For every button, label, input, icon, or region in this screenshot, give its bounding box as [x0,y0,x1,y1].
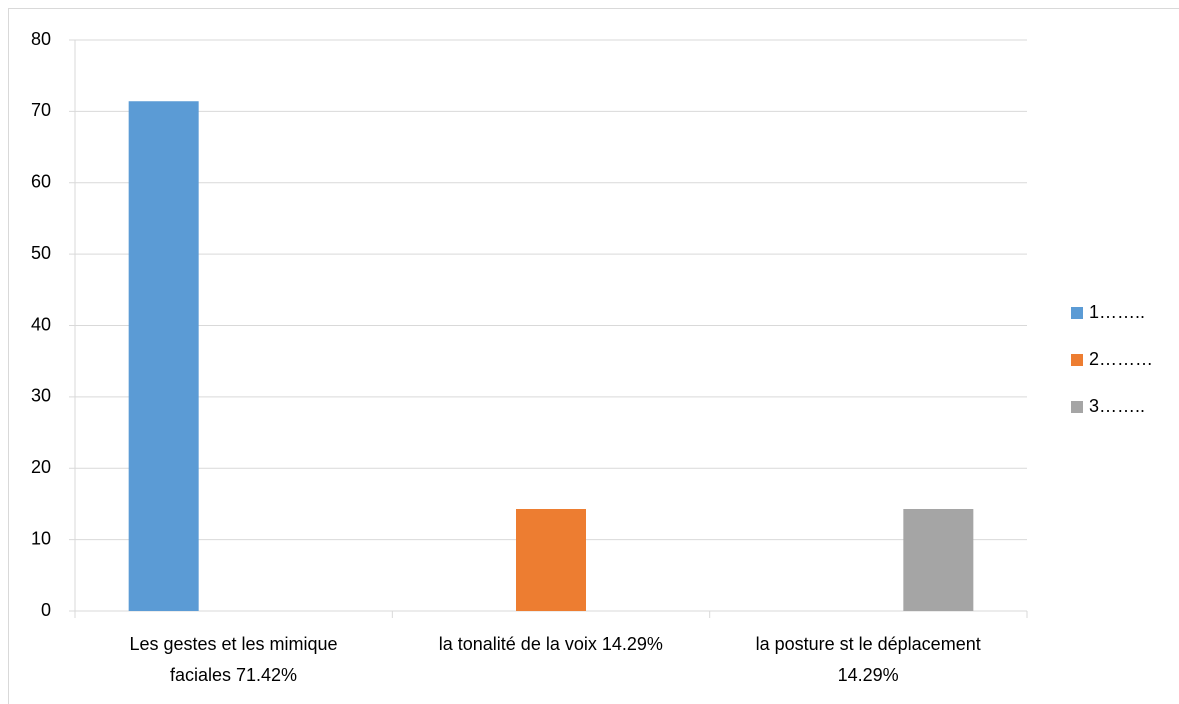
bar [516,509,586,611]
y-tick-label: 70 [31,100,51,120]
legend-label: 1…….. [1089,302,1145,322]
legend-swatch [1071,401,1083,413]
chart-border [8,8,1179,704]
y-tick-label: 30 [31,386,51,406]
legend-label: 3…….. [1089,396,1145,416]
y-tick-label: 20 [31,457,51,477]
x-tick-label: Les gestes et les mimique faciales 71.42… [129,634,338,685]
bar [903,509,974,611]
x-tick-label: la posture st le déplacement 14.29% [755,634,981,685]
y-tick-label: 60 [31,172,51,192]
y-tick-label: 40 [31,314,51,334]
x-tick-label: la tonalité de la voix 14.29% [438,634,663,654]
y-tick-label: 0 [41,600,51,620]
y-tick-label: 50 [31,243,51,263]
legend-label: 2……… [1089,349,1153,369]
bar [128,101,199,611]
y-tick-label: 10 [31,528,51,548]
legend-swatch [1071,307,1083,319]
y-tick-label: 80 [31,29,51,49]
legend-swatch [1071,354,1083,366]
